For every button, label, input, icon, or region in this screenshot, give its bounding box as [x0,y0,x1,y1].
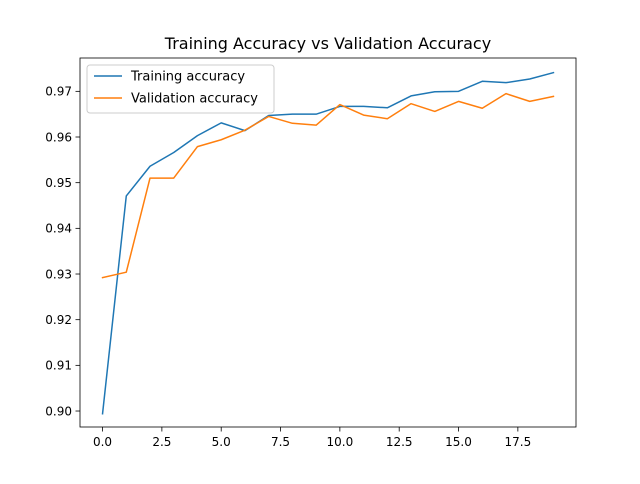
y-tick-label: 0.91 [45,359,72,373]
y-tick-label: 0.97 [45,85,72,99]
x-tick-label: 15.0 [445,435,472,449]
series-line-validation-accuracy [101,92,555,279]
x-tick-label: 17.5 [504,435,531,449]
y-tick-label: 0.93 [45,267,72,281]
series-line-training-accuracy [101,71,555,415]
x-tick-label: 12.5 [386,435,413,449]
y-tick-label: 0.95 [45,176,72,190]
x-tick-label: 5.0 [212,435,231,449]
plot-frame [79,57,577,428]
legend-box [86,64,275,114]
y-tick-label: 0.94 [45,222,72,236]
x-tick-label: 7.5 [271,435,290,449]
chart-title: Training Accuracy vs Validation Accuracy [164,34,491,53]
y-tick-label: 0.92 [45,313,72,327]
y-tick-label: 0.90 [45,404,72,418]
series-layer [101,71,555,415]
x-tick-label: 2.5 [152,435,171,449]
y-tick-label: 0.96 [45,130,72,144]
legend: Training accuracy Validation accuracy [86,64,275,114]
legend-label: Training accuracy [130,70,245,85]
x-tick-label: 0.0 [93,435,112,449]
legend-label: Validation accuracy [131,92,258,107]
axes-layer: 0.0 2.5 5.0 7.5 10.0 12.5 15.0 17.5 0.90 0.91 0.92… [45,57,577,449]
x-tick-label: 10.0 [327,435,354,449]
